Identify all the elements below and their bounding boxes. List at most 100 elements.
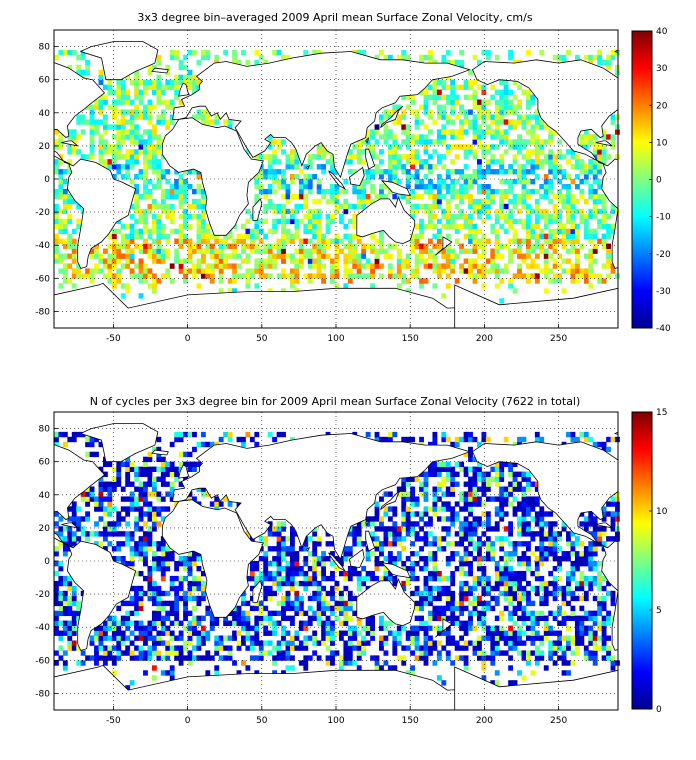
bin-cell xyxy=(330,183,335,190)
landmass xyxy=(365,137,370,144)
bin-cell xyxy=(583,169,589,175)
bin-cell xyxy=(111,238,117,244)
bin-cell xyxy=(450,600,456,607)
bin-cell xyxy=(543,188,549,195)
bin-cell xyxy=(143,263,148,269)
bin-cell xyxy=(303,580,309,587)
bin-cell xyxy=(508,49,514,56)
bin-cell xyxy=(432,565,438,572)
bin-cell xyxy=(294,154,300,160)
bin-cell xyxy=(423,188,429,195)
bin-cell xyxy=(71,516,77,522)
y-tick-label: 20 xyxy=(39,142,51,152)
bin-cell xyxy=(530,670,536,676)
bin-cell xyxy=(183,451,188,458)
bin-cell xyxy=(147,144,153,150)
bin-cell xyxy=(321,625,327,631)
bin-cell xyxy=(468,228,473,235)
bin-cell xyxy=(477,521,482,527)
bin-cell xyxy=(574,436,580,443)
bin-cell xyxy=(129,228,135,235)
bin-cell xyxy=(62,273,68,279)
bin-cell xyxy=(450,134,456,140)
bin-cell xyxy=(169,183,175,190)
bin-cell xyxy=(481,283,487,289)
bin-cell xyxy=(392,159,398,165)
bin-cell xyxy=(143,273,148,279)
bin-cell xyxy=(534,645,540,651)
bin-cell xyxy=(530,650,536,656)
bin-cell xyxy=(552,630,558,636)
bin-cell xyxy=(334,600,340,607)
bin-cell xyxy=(254,248,260,254)
bin-cell xyxy=(347,531,353,537)
bin-cell xyxy=(102,536,108,542)
bin-cell xyxy=(80,54,86,61)
bin-cell xyxy=(80,660,86,666)
bin-cell xyxy=(530,600,536,607)
bin-cell xyxy=(330,630,335,636)
bin-cell xyxy=(196,630,202,636)
bin-cell xyxy=(574,635,580,641)
bin-cell xyxy=(94,268,99,274)
bin-cell xyxy=(120,139,126,145)
bin-cell xyxy=(205,223,211,230)
bin-cell xyxy=(89,268,95,274)
bin-cell xyxy=(156,541,162,547)
bin-cell xyxy=(249,268,255,274)
bin-cell xyxy=(289,174,295,180)
bin-cell xyxy=(392,561,398,567)
x-tick-label: 200 xyxy=(476,334,493,344)
bin-cell xyxy=(214,645,220,651)
bin-cell xyxy=(169,675,175,681)
bin-cell xyxy=(303,273,309,279)
bin-cell xyxy=(601,223,607,230)
bin-cell xyxy=(192,263,197,269)
bin-cell xyxy=(316,144,322,150)
bin-cell xyxy=(200,54,206,61)
bin-cell xyxy=(365,179,371,185)
bin-cell xyxy=(445,114,451,120)
bin-cell xyxy=(138,541,144,547)
bin-cell xyxy=(423,521,429,527)
bin-cell xyxy=(67,605,73,612)
bin-cell xyxy=(232,630,237,636)
bin-cell xyxy=(120,84,126,90)
bin-cell xyxy=(410,565,416,572)
bin-cell xyxy=(254,59,260,66)
bin-cell xyxy=(525,273,531,279)
bin-cell xyxy=(151,556,157,562)
bin-cell xyxy=(365,198,371,205)
bin-cell xyxy=(272,625,278,631)
bin-cell xyxy=(160,154,166,160)
bin-cell xyxy=(374,556,380,562)
bin-cell xyxy=(543,193,549,200)
bin-cell xyxy=(396,159,402,165)
bin-cell xyxy=(289,258,295,264)
bin-cell xyxy=(445,600,451,607)
bin-cell xyxy=(178,223,184,230)
bin-cell xyxy=(129,149,135,155)
bin-cell xyxy=(525,625,531,631)
bin-cell xyxy=(485,575,491,582)
bin-cell xyxy=(138,655,144,661)
bin-cell xyxy=(512,273,518,279)
bin-cell xyxy=(116,556,122,562)
bin-cell xyxy=(156,590,162,597)
bin-cell xyxy=(325,213,331,220)
bin-cell xyxy=(485,164,491,170)
bin-cell xyxy=(570,565,576,572)
bin-cell xyxy=(151,169,157,175)
bin-cell xyxy=(490,169,496,175)
bin-cell xyxy=(588,436,594,443)
bin-cell xyxy=(321,238,327,244)
bin-cell xyxy=(187,585,193,592)
bin-cell xyxy=(214,238,220,244)
bin-cell xyxy=(307,595,313,602)
bin-cell xyxy=(254,218,260,225)
bin-cell xyxy=(414,109,420,115)
bin-cell xyxy=(574,541,580,547)
bin-cell xyxy=(517,218,522,225)
bin-cell xyxy=(428,154,433,160)
bin-cell xyxy=(107,278,113,284)
